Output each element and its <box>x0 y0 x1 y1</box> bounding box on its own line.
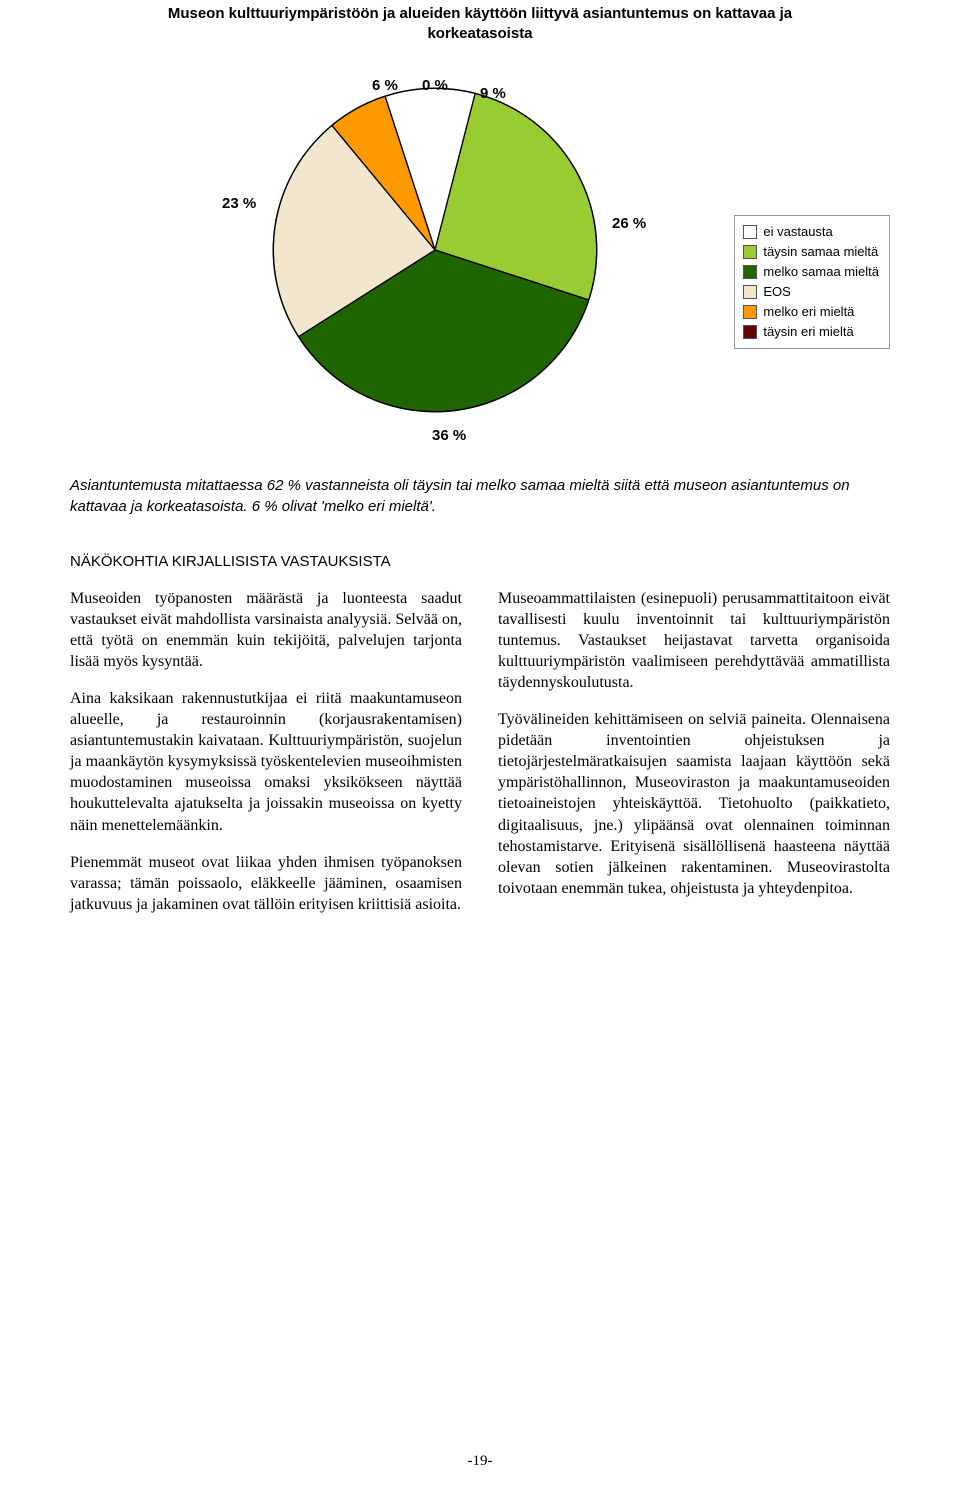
body-paragraph: Aina kaksikaan rakennustutkijaa ei riitä… <box>70 688 462 836</box>
legend-swatch <box>743 285 757 299</box>
legend-swatch <box>743 305 757 319</box>
page-number: -19- <box>0 1453 960 1470</box>
legend-label: täysin eri mieltä <box>763 322 853 342</box>
document-page: Museon kulttuuriympäristöön ja alueiden … <box>0 0 960 1490</box>
pie-slice-label: 6 % <box>372 77 398 94</box>
chart-legend: ei vastaustatäysin samaa mieltämelko sam… <box>734 215 890 350</box>
legend-label: melko eri mieltä <box>763 302 854 322</box>
chart-title-line1: Museon kulttuuriympäristöön ja alueiden … <box>168 5 792 22</box>
legend-label: EOS <box>763 282 790 302</box>
legend-swatch <box>743 225 757 239</box>
legend-item: melko samaa mieltä <box>743 262 879 282</box>
legend-item: ei vastausta <box>743 222 879 242</box>
chart-title: Museon kulttuuriympäristöön ja alueiden … <box>70 0 890 45</box>
legend-label: melko samaa mieltä <box>763 262 879 282</box>
pie-slice-label: 23 % <box>222 195 256 212</box>
legend-swatch <box>743 325 757 339</box>
chart-caption: Asiantuntemusta mitattaessa 62 % vastann… <box>70 475 890 517</box>
legend-swatch <box>743 245 757 259</box>
right-column: Museoammattilaisten (esinepuoli) perusam… <box>498 588 890 932</box>
pie-chart <box>270 85 600 415</box>
left-column: Museoiden työpanosten määrästä ja luonte… <box>70 588 462 932</box>
chart-title-line2: korkeatasoista <box>427 25 532 42</box>
legend-item: täysin samaa mieltä <box>743 242 879 262</box>
pie-slice-label: 26 % <box>612 215 646 232</box>
pie-slice-label: 9 % <box>480 85 506 102</box>
legend-item: täysin eri mieltä <box>743 322 879 342</box>
legend-label: täysin samaa mieltä <box>763 242 878 262</box>
legend-swatch <box>743 265 757 279</box>
legend-item: EOS <box>743 282 879 302</box>
body-columns: Museoiden työpanosten määrästä ja luonte… <box>70 588 890 932</box>
body-paragraph: Pienemmät museot ovat liikaa yhden ihmis… <box>70 852 462 915</box>
legend-label: ei vastausta <box>763 222 832 242</box>
body-paragraph: Museoiden työpanosten määrästä ja luonte… <box>70 588 462 672</box>
section-heading: NÄKÖKOHTIA KIRJALLISISTA VASTAUKSISTA <box>70 553 890 570</box>
legend-item: melko eri mieltä <box>743 302 879 322</box>
body-paragraph: Museoammattilaisten (esinepuoli) perusam… <box>498 588 890 694</box>
pie-slice-label: 36 % <box>432 427 466 444</box>
body-paragraph: Työvälineiden kehittämiseen on selviä pa… <box>498 709 890 899</box>
pie-chart-area: 0 %9 %26 %36 %23 %6 % ei vastaustatäysin… <box>70 65 890 435</box>
pie-slice-label: 0 % <box>422 77 448 94</box>
